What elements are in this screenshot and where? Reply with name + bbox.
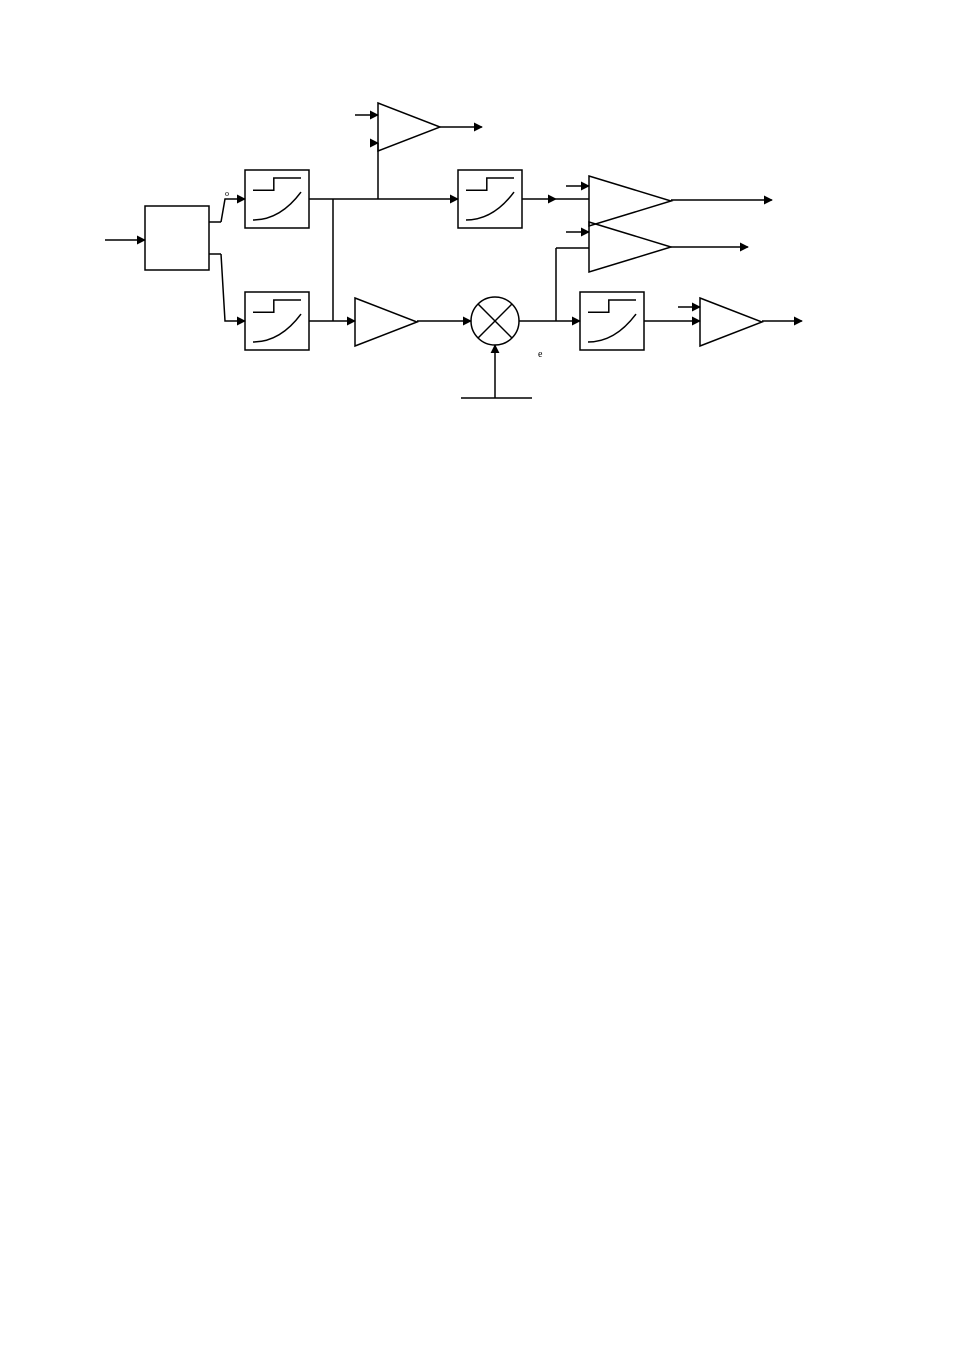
amplifier-block <box>378 103 440 151</box>
label-e: e <box>538 349 543 360</box>
amplifier-block <box>589 176 671 226</box>
amplifier-block <box>355 298 417 346</box>
block-square <box>145 206 209 270</box>
limiter-block <box>245 292 309 350</box>
limiter-block <box>245 170 309 228</box>
block-diagram: oe <box>0 0 954 1350</box>
amplifier-block <box>700 298 762 346</box>
mixer-block <box>471 297 519 345</box>
connection <box>221 254 245 321</box>
limiter-block <box>458 170 522 228</box>
label-o: o <box>225 189 229 198</box>
limiter-block <box>580 292 644 350</box>
amplifier-block <box>589 222 671 272</box>
connection <box>221 199 245 222</box>
